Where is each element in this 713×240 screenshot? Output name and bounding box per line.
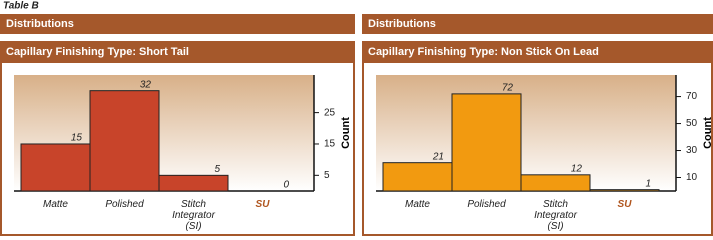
chart-title: Capillary Finishing Type: Non Stick On L… xyxy=(368,46,599,58)
value-label: 72 xyxy=(502,83,514,94)
y-tick-label: 5 xyxy=(324,170,330,181)
y-tick-label: 25 xyxy=(324,107,336,118)
value-label: 32 xyxy=(140,79,152,90)
value-label: 1 xyxy=(645,178,651,189)
header-bar xyxy=(0,14,355,34)
x-tick-label: Polished xyxy=(105,199,144,210)
bar xyxy=(589,189,660,192)
x-tick-label: Polished xyxy=(467,199,506,210)
y-tick-label: 10 xyxy=(686,172,698,183)
subheader-bar xyxy=(0,41,355,63)
chart-title: Capillary Finishing Type: Short Tail xyxy=(6,46,189,58)
y-tick-label: 50 xyxy=(686,118,698,129)
value-label: 12 xyxy=(571,163,583,174)
bar xyxy=(520,174,591,192)
bar xyxy=(20,143,91,192)
page-title: Table B xyxy=(3,1,39,12)
x-tick-label: Stitch Integrator (SI) xyxy=(534,199,577,232)
subheader-bar xyxy=(362,41,713,63)
x-tick-label: Matte xyxy=(404,199,430,210)
header-bar xyxy=(362,14,713,34)
value-label: 5 xyxy=(214,164,220,175)
y-tick-label: 30 xyxy=(686,145,698,156)
y-axis-label: Count xyxy=(340,117,352,149)
y-tick-label: 70 xyxy=(686,91,698,102)
value-label: 15 xyxy=(71,133,83,144)
panel-header: Distributions xyxy=(6,18,74,30)
x-tick-label: Stitch Integrator (SI) xyxy=(172,199,215,232)
bar xyxy=(382,162,453,192)
bar xyxy=(451,93,522,192)
y-axis-label: Count xyxy=(702,117,713,149)
x-tick-label: SU xyxy=(617,199,632,210)
value-label: 0 xyxy=(283,180,289,191)
panel-header: Distributions xyxy=(368,18,436,30)
bar xyxy=(158,174,229,192)
y-tick-label: 15 xyxy=(324,139,336,150)
value-label: 21 xyxy=(432,151,444,162)
x-tick-label: Matte xyxy=(42,199,68,210)
x-tick-label: SU xyxy=(255,199,270,210)
bar xyxy=(89,90,160,192)
